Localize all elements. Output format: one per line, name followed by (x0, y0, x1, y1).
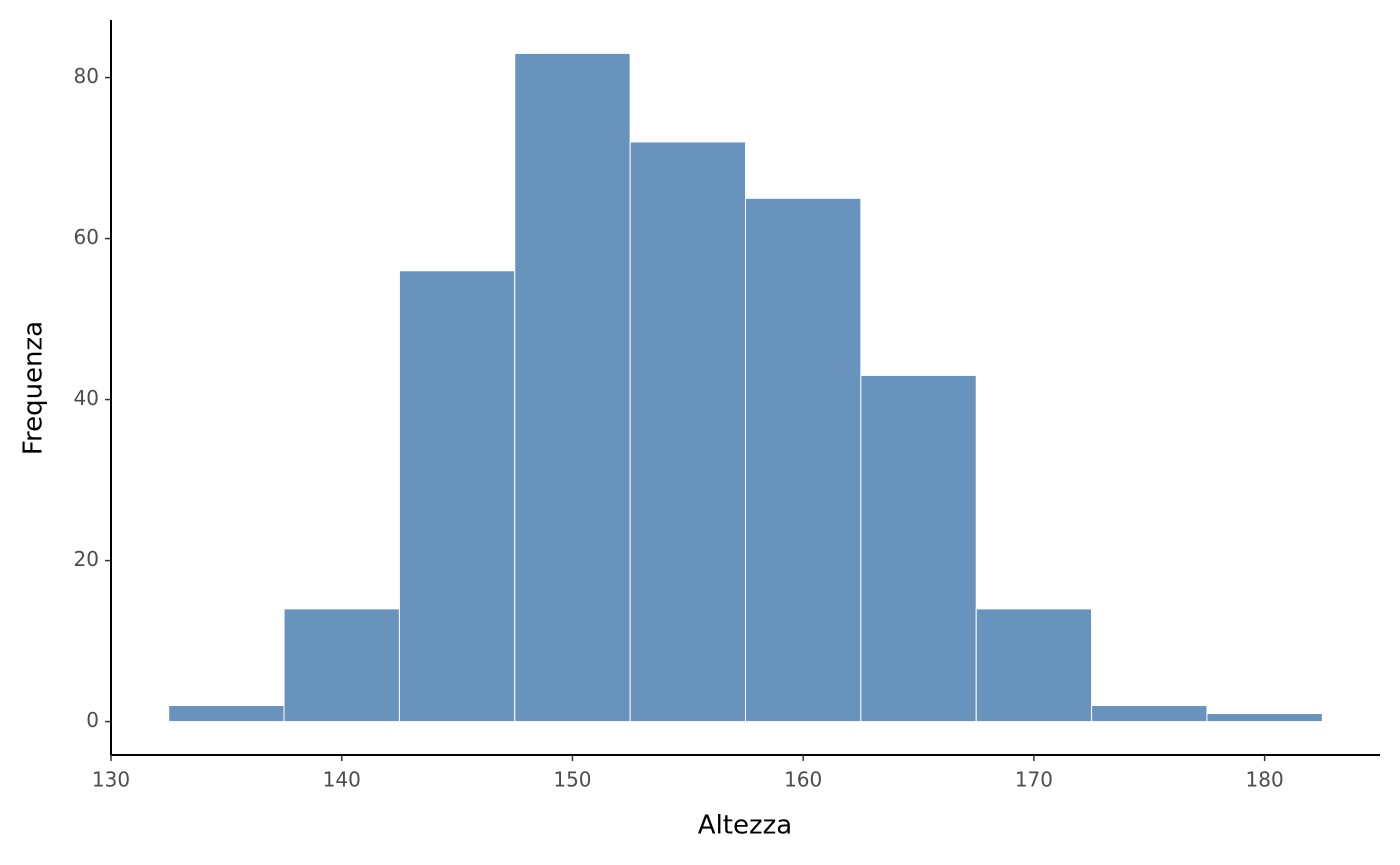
bar (168, 704, 285, 723)
bar (398, 270, 516, 723)
bar (283, 608, 400, 723)
x-tick-label: 130 (92, 768, 130, 792)
bar (975, 608, 1093, 723)
y-axis-title: Frequenza (19, 321, 49, 455)
bar (1206, 713, 1323, 723)
bar (1091, 704, 1208, 723)
y-tick-label: 60 (74, 225, 99, 249)
x-axis-title: Altezza (698, 811, 792, 841)
y-tick-label: 80 (74, 64, 99, 88)
y-tick-label: 40 (74, 386, 99, 410)
y-tick-label: 0 (86, 708, 99, 732)
x-tick-label: 150 (553, 768, 591, 792)
bar (629, 141, 746, 723)
x-tick-label: 180 (1246, 768, 1284, 792)
bar (860, 374, 977, 723)
x-tick-label: 160 (784, 768, 822, 792)
x-tick-label: 140 (323, 768, 361, 792)
x-tick-label: 170 (1015, 768, 1053, 792)
bar (745, 197, 862, 723)
y-tick-label: 20 (74, 547, 99, 571)
bar (514, 52, 631, 723)
